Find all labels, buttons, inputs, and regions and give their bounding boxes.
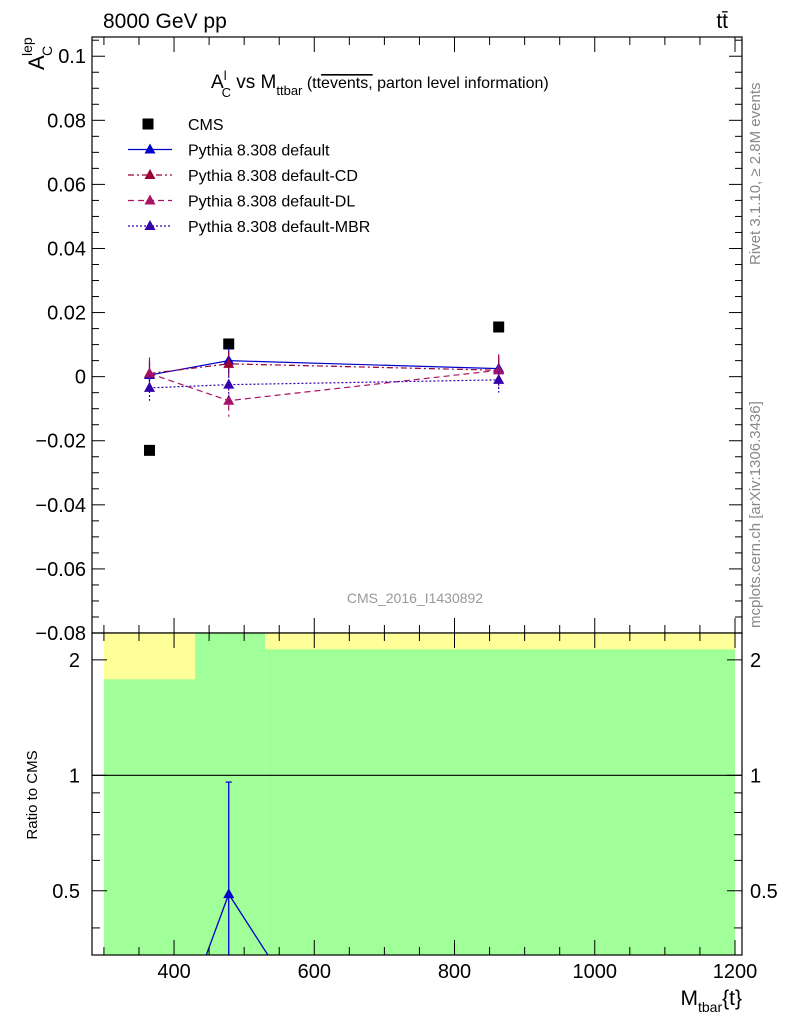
ratio-frame xyxy=(91,632,743,956)
svg-text:lep: lep xyxy=(19,37,35,56)
y-tick-label: 0.08 xyxy=(47,110,86,132)
legend-label: Pythia 8.308 default-DL xyxy=(188,194,355,211)
ratio-y-tick-label: 1 xyxy=(69,765,80,787)
band-inner xyxy=(265,649,735,955)
cms-data-point xyxy=(493,321,505,333)
y-tick-label: 0.1 xyxy=(58,46,86,68)
series-4 xyxy=(143,367,505,401)
main-y-axis-label: A lep C xyxy=(19,37,55,70)
legend-label: CMS xyxy=(188,117,224,134)
legend-marker xyxy=(144,169,156,179)
series-point xyxy=(223,394,235,405)
analysis-label: CMS_2016_I1430892 xyxy=(347,590,483,606)
x-axis-label: Mtbar{t} xyxy=(681,987,743,1015)
ratio-y-tick-label-right: 0.5 xyxy=(750,881,778,903)
y-tick-label: −0.02 xyxy=(35,431,86,453)
energy-label: 8000 GeV pp xyxy=(103,10,227,33)
series-point xyxy=(223,378,235,389)
source-label: mcplots.cern.ch [arXiv:1306.3436] xyxy=(747,401,764,628)
y-tick-label: −0.06 xyxy=(35,559,86,581)
main-panel: 0.1 0.08 0.06 0.04 0.02 0 −0.02 −0.04 −0.06 −0.08 xyxy=(35,36,743,645)
ratio-bands xyxy=(92,633,742,955)
series-point xyxy=(143,381,155,392)
y-tick-label: 0.02 xyxy=(47,303,86,325)
ratio-y-tick-label: 0.5 xyxy=(52,881,80,903)
series-line xyxy=(149,360,499,376)
legend: CMS Pythia 8.308 default Pythia 8.308 defa… xyxy=(128,117,370,236)
band-inner xyxy=(103,679,196,955)
band-inner xyxy=(195,633,266,955)
ratio-y-tick-label: 2 xyxy=(69,650,80,672)
process-label: tt̄ xyxy=(716,10,728,33)
ratio-y-axis-label: Ratio to CMS xyxy=(24,750,41,839)
series-point xyxy=(143,367,155,378)
ratio-point xyxy=(223,888,235,899)
legend-label: Pythia 8.308 default-CD xyxy=(188,168,358,185)
cms-data-point xyxy=(143,444,155,456)
series-point xyxy=(493,364,505,375)
series-line xyxy=(149,379,499,389)
series-3 xyxy=(143,354,505,417)
legend-label: Pythia 8.308 default xyxy=(188,143,330,160)
x-tick-label: 800 xyxy=(438,961,471,983)
y-tick-label: 0 xyxy=(75,367,86,389)
series-1 xyxy=(143,347,505,388)
y-tick-label: 0.04 xyxy=(47,238,86,260)
y-tick-label: −0.08 xyxy=(35,623,86,645)
ratio-y-tick-label-right: 1 xyxy=(750,765,761,787)
y-tick-label: −0.04 xyxy=(35,495,86,517)
x-tick-label: 400 xyxy=(157,961,190,983)
ratio-panel: 400 600 800 1000 1200 2 2 1 1 0.5 0.5 xyxy=(52,632,778,983)
ratio-y-tick-label-right: 2 xyxy=(750,650,761,672)
legend-marker-cms xyxy=(142,118,154,130)
legend-marker xyxy=(144,194,156,205)
rivet-label: Rivet 3.1.10, ≥ 2.8M events xyxy=(747,83,764,266)
cms-data-point xyxy=(223,338,235,350)
legend-marker xyxy=(144,143,156,154)
y-tick-label: 0.06 xyxy=(47,174,86,196)
svg-text:A: A xyxy=(24,55,49,70)
x-tick-label: 600 xyxy=(298,961,331,983)
x-tick-label: 1000 xyxy=(573,961,618,983)
series-0 xyxy=(143,321,505,456)
x-tick-label: 1200 xyxy=(713,961,758,983)
series-point xyxy=(493,373,505,384)
legend-label: Pythia 8.308 default-MBR xyxy=(188,219,370,236)
svg-text:C: C xyxy=(39,46,55,56)
series-point xyxy=(223,357,235,368)
legend-marker xyxy=(144,220,156,230)
main-plot-title: Al C vs Mttbar (ttevents, parton level in… xyxy=(211,68,549,100)
